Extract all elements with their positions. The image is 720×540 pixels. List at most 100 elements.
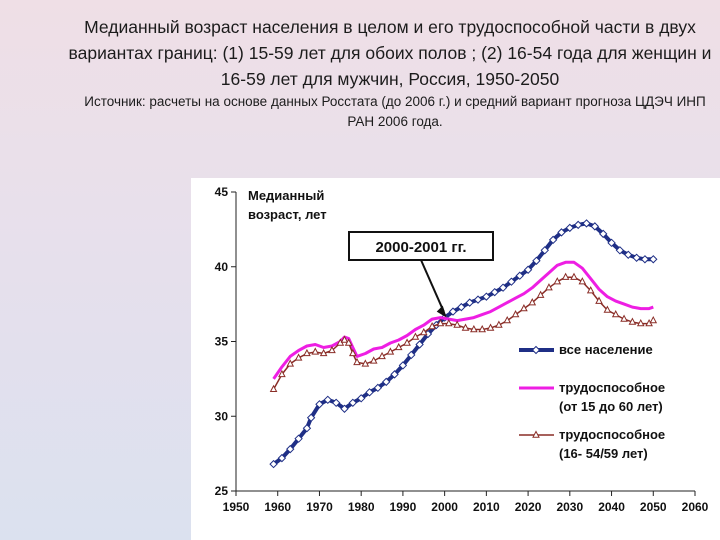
data-point-all-population: [382, 377, 391, 387]
y-tick-label: 40: [215, 260, 229, 274]
data-point-working-age-16-54-59: [369, 356, 378, 364]
x-tick-label: 1950: [223, 500, 250, 514]
data-point-all-population: [649, 255, 658, 264]
data-point-all-population: [624, 250, 633, 259]
data-point-all-population: [473, 295, 483, 304]
data-point-all-population: [523, 265, 533, 274]
data-point-working-age-16-54-59: [353, 357, 361, 366]
x-tick-label: 2060: [682, 500, 709, 514]
data-point-working-age-16-54-59: [349, 348, 357, 357]
data-point-working-age-16-54-59: [620, 314, 628, 322]
data-point-all-population: [590, 222, 600, 231]
slide-source-note: Источник: расчеты на основе данных Росст…: [84, 94, 706, 129]
data-point-working-age-16-54-59: [344, 338, 353, 346]
data-point-all-population: [615, 246, 625, 255]
annotation-arrow-head: [436, 305, 447, 318]
data-point-all-population: [548, 235, 558, 245]
data-point-all-population: [482, 292, 491, 301]
data-point-working-age-16-54-59: [453, 320, 461, 328]
data-point-working-age-16-54-59: [628, 317, 637, 325]
data-point-working-age-16-54-59: [403, 338, 411, 346]
data-point-working-age-16-54-59: [386, 347, 395, 355]
data-point-all-population: [415, 340, 424, 349]
x-tick-label: 2030: [556, 500, 583, 514]
chart-panel: 25 30 35 40 45 1950 1960 1970 1980 1990 2000 2010 20…: [191, 178, 720, 540]
data-point-working-age-16-54-59: [378, 351, 386, 360]
data-point-all-population: [490, 287, 499, 297]
data-point-all-population: [286, 444, 295, 454]
data-point-working-age-16-54-59: [528, 298, 537, 306]
data-point-all-population: [269, 459, 278, 469]
data-point-working-age-16-54-59: [411, 332, 420, 340]
data-point-all-population: [632, 253, 641, 262]
data-point-working-age-16-54-59: [561, 272, 570, 280]
data-point-all-population: [356, 394, 366, 403]
data-point-all-population: [306, 413, 316, 422]
x-tick-label: 2020: [515, 500, 542, 514]
x-tick-label: 2050: [640, 500, 667, 514]
data-point-working-age-16-54-59: [286, 359, 295, 367]
data-point-all-population: [315, 400, 324, 409]
data-point-all-population: [598, 229, 608, 239]
data-point-all-population: [640, 255, 650, 264]
data-point-working-age-16-54-59: [419, 327, 428, 336]
data-point-all-population: [365, 388, 374, 397]
annotation-box: [348, 231, 494, 261]
legend-label-working-age-15-60: трудоспособное: [559, 380, 665, 395]
data-point-all-population: [323, 395, 333, 405]
x-tick-label: 1960: [264, 500, 291, 514]
data-point-all-population: [448, 307, 458, 316]
data-point-working-age-16-54-59: [328, 345, 336, 354]
data-point-all-population: [294, 434, 303, 443]
data-point-all-population: [373, 383, 383, 393]
data-point-all-population: [407, 350, 416, 360]
data-point-working-age-16-54-59: [444, 318, 453, 327]
data-point-all-population: [582, 219, 591, 228]
data-point-working-age-16-54-59: [394, 342, 403, 351]
data-point-working-age-16-54-59: [495, 320, 503, 328]
data-point-all-population: [515, 271, 524, 280]
data-point-working-age-16-54-59: [578, 277, 587, 285]
y-tick-label: 35: [215, 335, 229, 349]
data-point-working-age-16-54-59: [586, 286, 595, 294]
data-point-working-age-16-54-59: [461, 323, 470, 331]
annotation-label: 2000-2001 гг.: [375, 239, 466, 256]
data-point-all-population: [348, 398, 358, 408]
median-age-chart: 25 30 35 40 45 1950 1960 1970 1980 1990 2000 2010 20…: [215, 185, 709, 514]
data-point-all-population: [390, 370, 399, 379]
data-point-working-age-16-54-59: [649, 315, 658, 324]
data-point-working-age-16-54-59: [436, 318, 445, 327]
data-point-working-age-16-54-59: [294, 353, 303, 361]
x-tick-label: 1990: [390, 500, 417, 514]
legend-label-working-age-16-54-59: (16- 54/59 лет): [559, 446, 648, 461]
data-point-all-population: [573, 220, 583, 230]
data-point-working-age-16-54-59: [611, 310, 620, 318]
data-point-all-population: [565, 223, 575, 233]
data-point-working-age-16-54-59: [553, 277, 562, 285]
data-point-working-age-16-54-59: [511, 310, 520, 318]
data-point-working-age-16-54-59: [545, 283, 553, 291]
x-tick-label: 1980: [348, 500, 375, 514]
data-point-working-age-16-54-59: [340, 335, 349, 343]
data-point-working-age-16-54-59: [311, 347, 320, 355]
legend-label-working-age-16-54-59: трудоспособное: [559, 427, 665, 442]
data-point-working-age-16-54-59: [520, 304, 528, 312]
y-tick-label: 30: [215, 409, 229, 423]
data-point-working-age-16-54-59: [303, 348, 311, 357]
data-point-all-population: [331, 398, 341, 408]
data-point-working-age-16-54-59: [278, 369, 286, 378]
data-point-all-population: [340, 404, 349, 413]
data-point-working-age-16-54-59: [428, 321, 436, 330]
y-tick-label: 25: [215, 484, 229, 498]
data-point-working-age-16-54-59: [319, 348, 328, 357]
x-tick-label: 2010: [473, 500, 500, 514]
series-line-2: [272, 260, 654, 380]
series-line-3: [272, 276, 654, 390]
data-point-working-age-16-54-59: [478, 324, 487, 333]
data-point-all-population: [498, 283, 508, 292]
legend-label-working-age-15-60: (от 15 до 60 лет): [559, 399, 663, 414]
data-point-all-population: [532, 256, 541, 265]
data-point-working-age-16-54-59: [595, 296, 603, 304]
data-point-all-population: [277, 453, 287, 463]
data-point-working-age-16-54-59: [603, 305, 612, 313]
